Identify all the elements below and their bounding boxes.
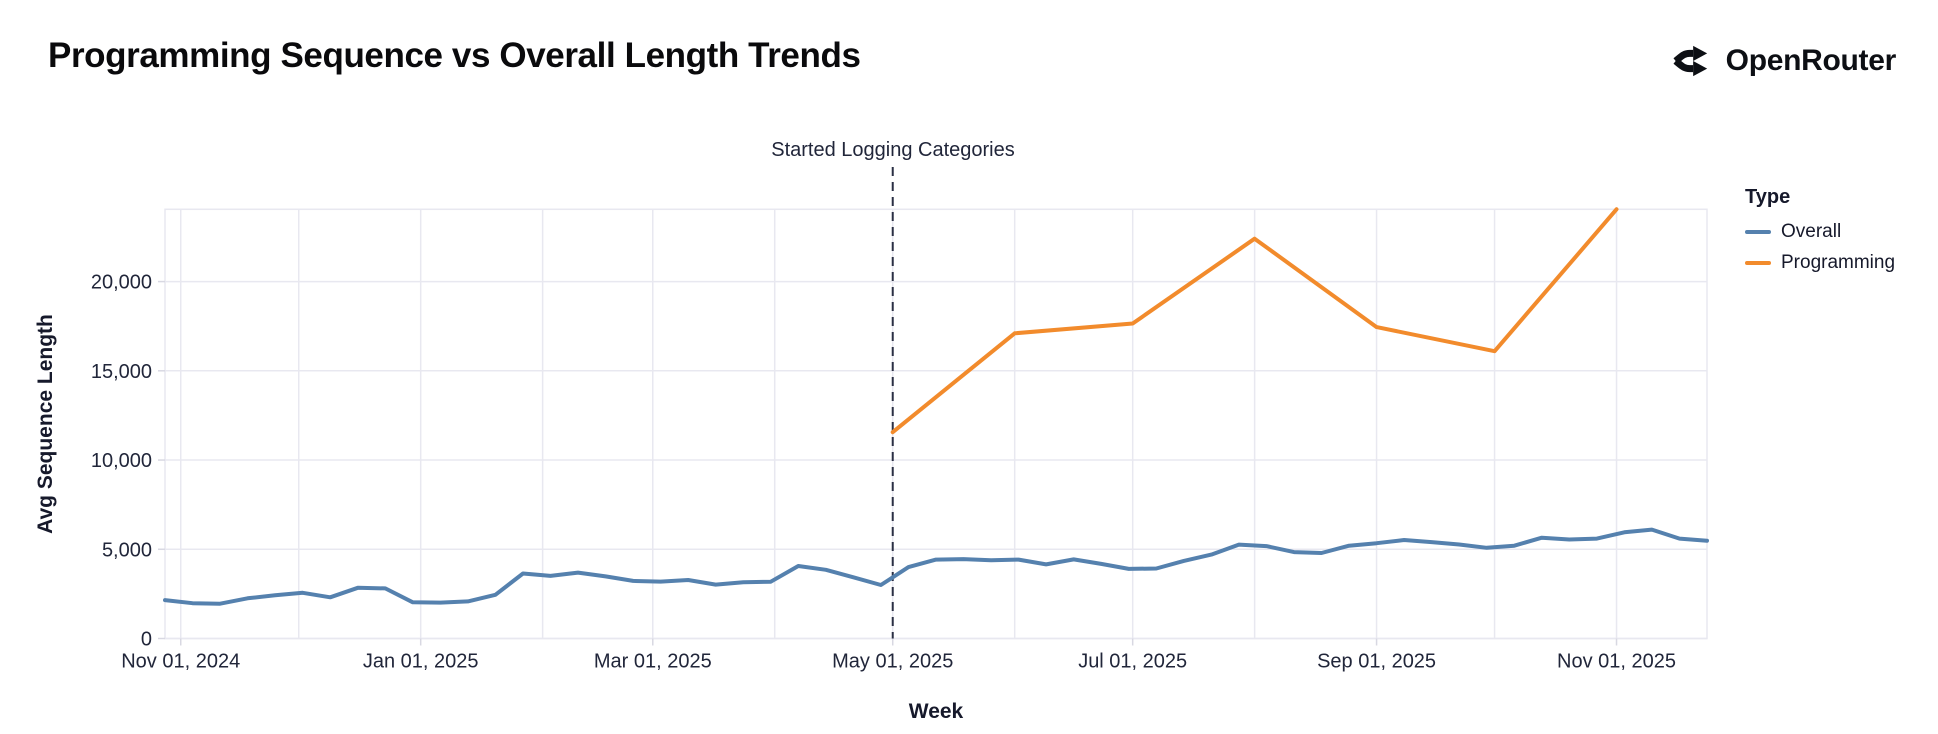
x-axis-title: Week [908, 700, 964, 723]
x-tick-label: Jan 01, 2025 [363, 651, 479, 673]
annotation-label: Started Logging Categories [771, 139, 1015, 161]
x-tick-label: May 01, 2025 [832, 651, 953, 673]
x-tick-label: Mar 01, 2025 [594, 651, 712, 673]
legend-item-overall: Overall [1745, 221, 1895, 243]
legend-swatch-overall [1745, 230, 1771, 234]
openrouter-logo: OpenRouter [1671, 40, 1896, 82]
y-tick-label: 20,000 [91, 272, 152, 294]
openrouter-wordmark: OpenRouter [1725, 44, 1897, 77]
x-tick-label: Nov 01, 2024 [121, 651, 240, 673]
legend-title: Type [1745, 186, 1791, 208]
legend-item-label: Overall [1781, 221, 1842, 242]
y-axis-title: Avg Sequence Length [34, 314, 57, 534]
y-tick-label: 15,000 [91, 361, 152, 383]
legend-item-label: Programming [1781, 252, 1896, 273]
legend-item-programming: Programming [1745, 252, 1895, 274]
y-tick-label: 0 [141, 629, 152, 651]
chart-title: Programming Sequence vs Overall Length T… [48, 36, 861, 75]
legend: Type Overall Programming [1745, 186, 1895, 283]
openrouter-icon [1673, 45, 1707, 77]
x-tick-label: Jul 01, 2025 [1078, 651, 1187, 673]
x-tick-label: Sep 01, 2025 [1317, 651, 1436, 673]
programming-line [890, 207, 1619, 435]
plot-border [164, 208, 1708, 640]
overall-line [163, 527, 1709, 606]
x-tick-label: Nov 01, 2025 [1557, 651, 1676, 673]
y-tick-label: 5,000 [102, 539, 152, 561]
legend-swatch-programming [1745, 261, 1771, 265]
y-tick-label: 10,000 [91, 450, 152, 472]
